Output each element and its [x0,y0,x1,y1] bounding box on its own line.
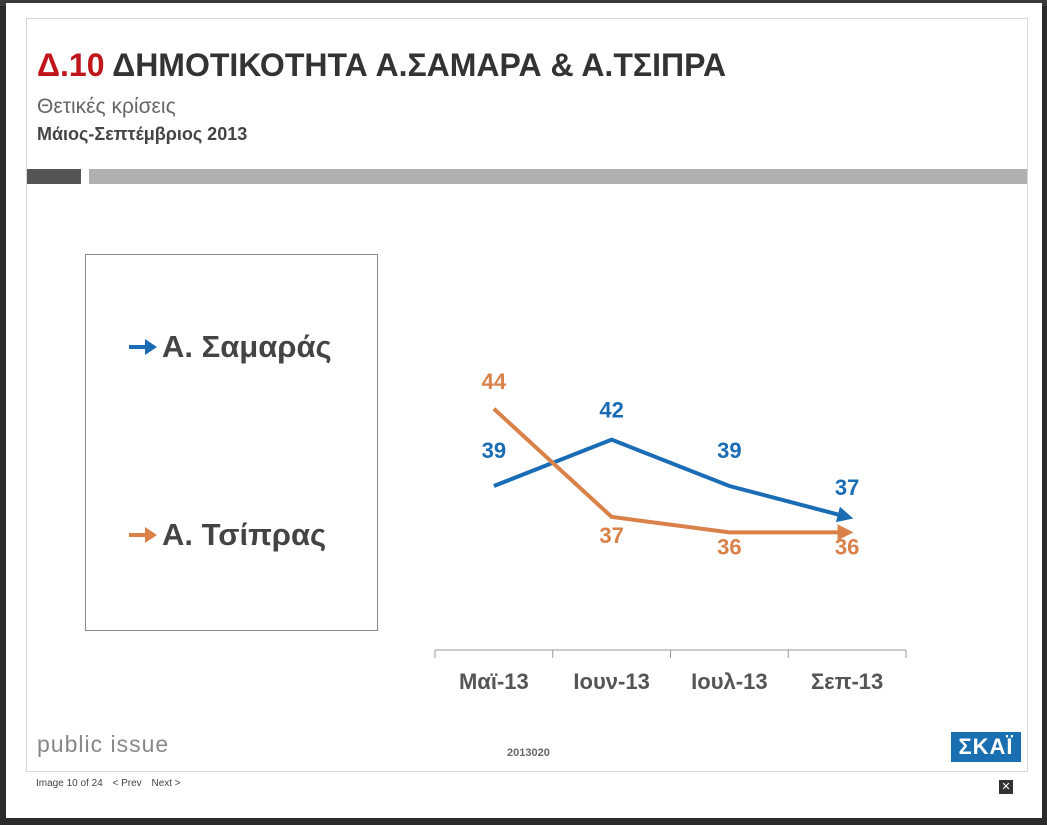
divider-bar-light [89,169,1027,184]
legend-label-tsipras: Α. Τσίπρας [162,517,327,552]
brand-public-issue: public issue [37,731,170,757]
slide-code: 2013020 [507,747,550,759]
divider-bar-dark [27,169,81,184]
data-label: 39 [717,438,741,463]
arrow-right-icon [129,339,157,355]
image-counter: Image 10 of 24 [36,778,103,789]
slide: Δ.10 ΔΗΜΟΤΙΚΟΤΗΤΑ Α.ΣΑΜΑΡΑ & Α.ΤΣΙΠΡΑ Θε… [26,18,1028,772]
page-backdrop-bottom [0,818,1047,825]
lightbox: Δ.10 ΔΗΜΟΤΙΚΟΤΗΤΑ Α.ΣΑΜΑΡΑ & Α.ΤΣΙΠΡΑ Θε… [6,3,1042,818]
data-label: 36 [835,534,859,559]
line-chart: Μαϊ-13 Ιουν-13 Ιουλ-13 Σεπ-13 39 42 39 37 44 37 36… [434,369,907,694]
data-label: 39 [482,438,506,463]
x-tick-label: Μαϊ-13 [459,669,529,694]
series-line-samaras [493,437,854,523]
chart-legend: Α. Σαμαράς Α. Τσίπρας [85,254,378,631]
arrow-right-icon [129,527,157,543]
data-label: 42 [599,398,623,423]
data-label: 37 [835,475,859,500]
prev-link[interactable]: < Prev [112,778,142,789]
next-link[interactable]: Next > [151,778,181,789]
slide-title-number: Δ.10 [37,47,105,83]
slide-title-text: ΔΗΜΟΤΙΚΟΤΗΤΑ Α.ΣΑΜΑΡΑ & Α.ΤΣΙΠΡΑ [112,47,727,83]
slide-period: Μάιος-Σεπτέμβριος 2013 [37,124,248,144]
data-label: 36 [717,534,741,559]
data-label: 37 [599,523,623,548]
x-tick-label: Ιουλ-13 [691,669,767,694]
x-tick-label: Ιουν-13 [573,669,649,694]
legend-item-tsipras: Α. Τσίπρας [128,517,326,553]
x-tick-label: Σεπ-13 [811,669,883,694]
close-button[interactable]: ✕ [999,780,1013,794]
legend-label-samaras: Α. Σαμαράς [162,329,332,364]
lightbox-footer: Image 10 of 24 < Prev Next > [36,778,181,789]
legend-item-samaras: Α. Σαμαράς [128,329,332,365]
slide-subtitle: Θετικές κρίσεις [37,95,176,118]
brand-skai-logo: ΣΚΑΪ [951,732,1021,762]
slide-title: Δ.10 ΔΗΜΟΤΙΚΟΤΗΤΑ Α.ΣΑΜΑΡΑ & Α.ΤΣΙΠΡΑ [37,47,726,84]
series-line-tsipras [492,407,854,541]
data-label: 44 [482,369,507,394]
